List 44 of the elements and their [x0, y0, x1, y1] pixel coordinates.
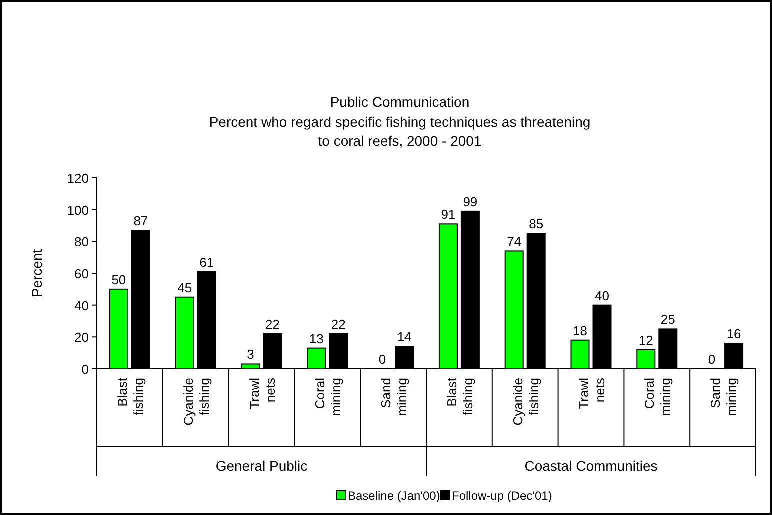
- y-tick-label: 60: [74, 266, 89, 282]
- legend-label: Follow-up (Dec'01): [452, 489, 552, 503]
- x-tick-label: Cyanide fishing: [180, 378, 212, 426]
- y-tick-label: 0: [82, 362, 89, 377]
- data-label: 99: [463, 194, 478, 210]
- data-label: 40: [595, 288, 610, 304]
- data-label: 74: [507, 234, 522, 250]
- data-label: 91: [441, 207, 456, 222]
- data-label: 87: [134, 214, 148, 229]
- data-label: 22: [266, 316, 280, 332]
- data-label: 0: [378, 352, 386, 367]
- y-tick-label: 20: [74, 330, 89, 346]
- data-label: 85: [529, 216, 544, 232]
- x-tick-label: Coral mining: [312, 378, 344, 416]
- x-tick-label: Sand mining: [378, 378, 410, 416]
- data-label: 16: [726, 326, 742, 342]
- legend-label: Baseline (Jan'00): [348, 489, 440, 503]
- data-label: 3: [247, 347, 254, 362]
- x-tick-label: Sand mining: [708, 378, 740, 416]
- data-label: 12: [638, 332, 654, 348]
- data-label: 61: [200, 254, 214, 270]
- y-tick-label: 40: [74, 298, 89, 314]
- x-tick-label: Trawl nets: [246, 378, 278, 410]
- x-tick-label: Blast fishing: [114, 378, 146, 416]
- data-label: 25: [660, 312, 676, 328]
- data-label: 14: [397, 330, 412, 345]
- chart-title: Public Communication: [330, 94, 470, 110]
- y-axis-title: Percent: [29, 249, 45, 298]
- x-tick-label: Trawl nets: [576, 378, 608, 410]
- data-label: 0: [708, 352, 716, 367]
- x-tick-label: Coral mining: [642, 378, 674, 416]
- text: General Public: [216, 458, 308, 474]
- y-tick-label: 100: [67, 202, 89, 218]
- y-tick-label: 120: [67, 171, 89, 186]
- text: Coastal Communities: [524, 458, 658, 474]
- data-label: 50: [112, 272, 126, 288]
- data-label: 22: [331, 316, 346, 332]
- data-label: 18: [573, 323, 588, 338]
- y-tick-label: 80: [74, 234, 89, 250]
- data-label: 13: [309, 331, 324, 346]
- chart-subtitle: Percent who regard specific fishing techniques as threatening to coral reefs, 2000 - 2001: [209, 114, 591, 149]
- x-tick-label: Cyanide fishing: [510, 378, 542, 426]
- x-tick-label: Blast fishing: [444, 378, 476, 416]
- data-label: 45: [178, 280, 192, 296]
